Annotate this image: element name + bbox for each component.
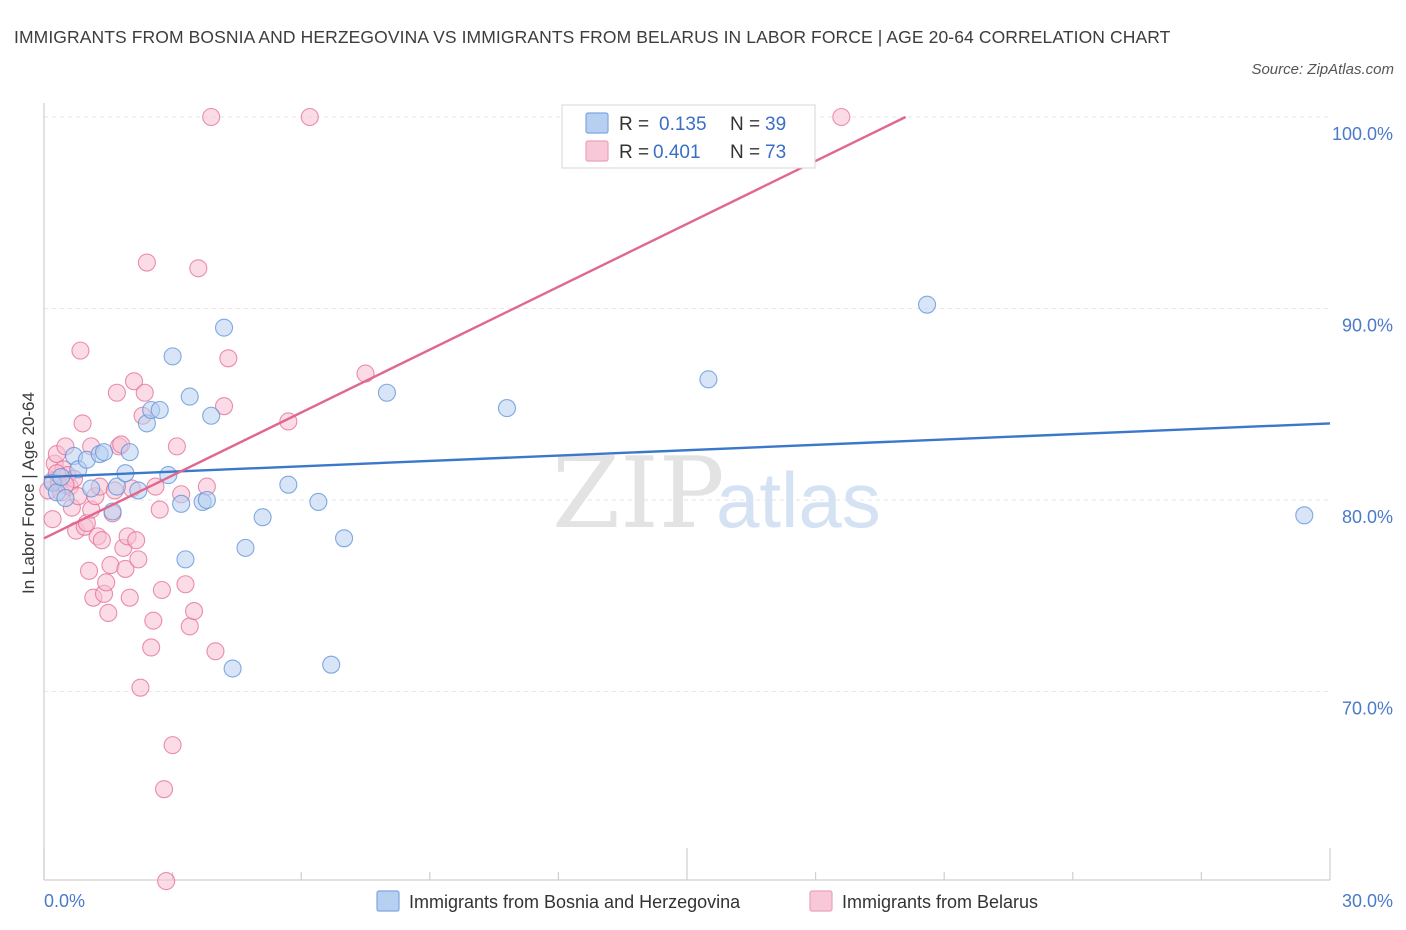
- belarus-point: [79, 561, 99, 580]
- trend-line-bosnia: [43, 422, 1331, 479]
- bosnia-point: [309, 492, 328, 511]
- series-legend: Immigrants from Bosnia and Herzegovina I…: [376, 890, 1038, 912]
- legend-swatch-bosnia: [585, 112, 609, 134]
- legend-r-label-bosnia: R =: [619, 114, 649, 135]
- chart-title: IMMIGRANTS FROM BOSNIA AND HERZEGOVINA V…: [14, 27, 1171, 47]
- watermark-atlas: atlas: [716, 456, 881, 544]
- belarus-point: [154, 780, 174, 799]
- bosnia-point: [94, 443, 114, 462]
- belarus-point: [150, 500, 169, 519]
- y-tick-label: 80.0%: [1342, 507, 1393, 527]
- belarus-point: [189, 259, 208, 278]
- y-tick-label: 70.0%: [1342, 699, 1393, 719]
- y-tick-label: 100.0%: [1332, 124, 1393, 144]
- legend-n-label-belarus: N =: [730, 142, 760, 163]
- belarus-point: [206, 642, 225, 661]
- belarus-point: [92, 531, 111, 550]
- belarus-point: [135, 383, 154, 402]
- belarus-point: [43, 510, 62, 529]
- bosnia-point: [56, 489, 75, 508]
- bottom-legend-swatch-belarus: [809, 890, 833, 912]
- belarus-point: [356, 364, 375, 383]
- x-axis-ticks: [43, 848, 1331, 880]
- belarus-point: [124, 372, 144, 391]
- y-axis-label: In Labor Force | Age 20-64: [19, 392, 38, 594]
- gridlines: [44, 116, 1330, 692]
- bosnia-point: [253, 508, 272, 527]
- trend-line-belarus: [43, 115, 907, 540]
- bosnia-point: [497, 399, 517, 418]
- bosnia-point: [120, 443, 139, 462]
- bosnia-point: [107, 477, 126, 496]
- bosnia-point: [699, 370, 718, 389]
- belarus-point: [219, 349, 238, 368]
- bosnia-point: [180, 387, 199, 406]
- bosnia-point: [82, 479, 101, 498]
- belarus-point: [167, 437, 186, 456]
- bosnia-point: [322, 655, 341, 674]
- watermark: ZIP atlas: [552, 437, 881, 551]
- bottom-legend-label-bosnia: Immigrants from Bosnia and Herzegovina: [409, 892, 741, 912]
- x-tick-label-max: 30.0%: [1342, 891, 1393, 911]
- source-label: Source: ZipAtlas.com: [1251, 61, 1394, 78]
- bosnia-point: [223, 659, 242, 678]
- belarus-point: [184, 602, 204, 621]
- belarus-point: [127, 531, 146, 550]
- bosnia-point: [163, 347, 182, 366]
- belarus-point: [180, 617, 199, 636]
- bosnia-point: [197, 490, 216, 510]
- belarus-point: [73, 414, 92, 433]
- belarus-point: [99, 603, 118, 623]
- stats-legend: R = 0.135 N = 39 R = 0.401 N = 73: [561, 104, 816, 169]
- bosnia-point: [176, 550, 195, 569]
- legend-swatch-belarus: [585, 140, 609, 162]
- bottom-legend-swatch-bosnia: [376, 890, 400, 912]
- belarus-point: [144, 611, 163, 630]
- x-tick-label-min: 0.0%: [44, 891, 85, 911]
- watermark-zip: ZIP: [552, 437, 725, 551]
- belarus-point: [142, 638, 161, 657]
- belarus-point: [71, 341, 90, 360]
- bosnia-point: [172, 494, 191, 513]
- series-bosnia-points: [43, 295, 1314, 678]
- y-tick-label: 90.0%: [1342, 316, 1393, 336]
- legend-r-value-bosnia: 0.135: [659, 114, 707, 135]
- belarus-point: [157, 872, 176, 891]
- bosnia-point: [150, 400, 169, 420]
- belarus-point: [101, 556, 120, 575]
- belarus-point: [176, 575, 195, 594]
- legend-n-label-bosnia: N =: [730, 114, 760, 135]
- belarus-point: [107, 383, 126, 402]
- bosnia-point: [918, 295, 937, 314]
- bosnia-point: [377, 383, 396, 402]
- belarus-point: [120, 588, 139, 607]
- bosnia-point: [202, 406, 221, 425]
- belarus-point: [152, 580, 171, 600]
- belarus-point: [202, 107, 221, 127]
- legend-n-value-belarus: 73: [765, 142, 786, 163]
- bosnia-point: [279, 475, 298, 494]
- bosnia-point: [236, 538, 255, 557]
- belarus-point: [214, 397, 234, 416]
- y-tick-labels: 70.0% 80.0% 90.0% 100.0%: [1332, 124, 1393, 719]
- bosnia-point: [1295, 506, 1314, 525]
- legend-r-value-belarus: 0.401: [653, 142, 701, 163]
- belarus-point: [300, 107, 319, 127]
- belarus-point: [131, 678, 150, 697]
- belarus-point: [832, 107, 851, 127]
- belarus-point: [163, 736, 182, 755]
- belarus-point: [97, 573, 116, 592]
- bottom-legend-label-belarus: Immigrants from Belarus: [842, 892, 1038, 912]
- belarus-point: [116, 559, 135, 578]
- bosnia-point: [214, 318, 234, 337]
- legend-n-value-bosnia: 39: [765, 114, 786, 135]
- belarus-point: [137, 253, 156, 272]
- belarus-point: [129, 550, 148, 569]
- bosnia-point: [335, 529, 354, 548]
- legend-r-label-belarus: R =: [619, 142, 649, 163]
